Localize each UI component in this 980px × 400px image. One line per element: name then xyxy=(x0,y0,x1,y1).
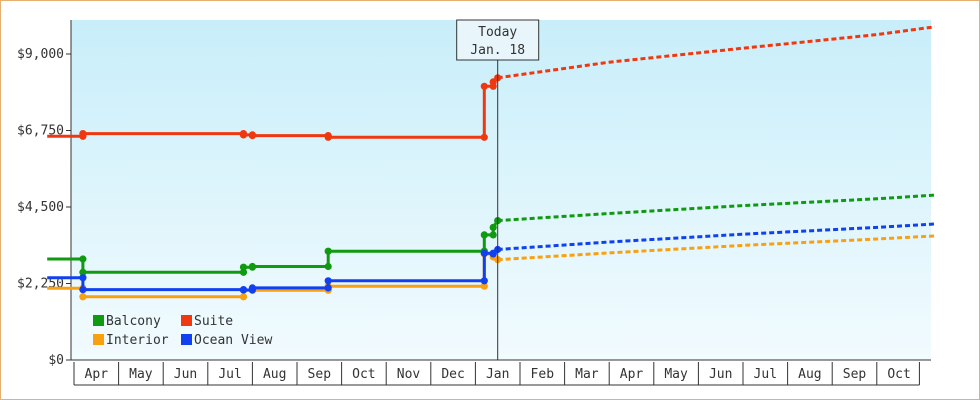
x-tick-label: Aug xyxy=(798,367,821,382)
series-ocean-view-point xyxy=(480,249,488,257)
series-ocean-view-point xyxy=(324,284,332,292)
legend-swatch-interior xyxy=(93,334,104,345)
series-ocean-view-point xyxy=(480,277,488,285)
x-tick-label: Apr xyxy=(620,367,644,382)
series-suite-point xyxy=(239,131,248,139)
x-tick-label: Sep xyxy=(843,367,867,382)
x-tick-label: Oct xyxy=(352,367,375,382)
series-suite-point xyxy=(324,133,332,141)
y-tick-label: $6,750 xyxy=(17,124,64,139)
series-suite-point xyxy=(480,82,488,90)
legend-label-balcony: Balcony xyxy=(106,314,161,329)
series-ocean-view-point xyxy=(79,274,87,282)
x-tick-label: Jun xyxy=(709,367,732,382)
legend-label-interior: Interior xyxy=(106,333,169,348)
x-tick-label: Jan xyxy=(486,367,509,382)
series-ocean-view-point xyxy=(239,286,248,294)
x-tick-label: Jul xyxy=(754,367,777,382)
series-ocean-view-forecast-line xyxy=(497,222,935,251)
series-suite xyxy=(47,25,935,141)
x-tick-label: May xyxy=(129,367,153,382)
y-tick-label: $0 xyxy=(48,353,64,368)
legend: Balcony Suite Interior Ocean View xyxy=(93,314,272,348)
series-balcony-forecast-line xyxy=(497,193,935,223)
x-tick-label: Nov xyxy=(397,367,421,382)
x-tick-label: Oct xyxy=(887,367,910,382)
x-tick-label: Mar xyxy=(575,367,599,382)
series-balcony-point xyxy=(79,268,87,276)
x-tick-label: Feb xyxy=(531,367,555,382)
series-balcony-point xyxy=(489,231,497,239)
x-tick-label: May xyxy=(664,367,688,382)
series-ocean-view-point xyxy=(324,277,332,285)
series-balcony-point xyxy=(324,247,332,255)
y-tick-label: $9,000 xyxy=(17,47,64,62)
x-tick-label: Sep xyxy=(308,367,332,382)
legend-swatch-balcony xyxy=(93,315,104,326)
series-interior-forecast-line xyxy=(497,234,935,262)
series-balcony-point xyxy=(324,262,332,271)
series-suite-point xyxy=(79,130,87,138)
x-tick-label: Dec xyxy=(441,367,464,382)
series-suite-point xyxy=(480,133,488,141)
series-layer xyxy=(47,25,935,301)
series-balcony-point xyxy=(489,223,497,231)
legend-label-ocean-view: Ocean View xyxy=(194,333,272,348)
series-balcony-point xyxy=(239,268,248,276)
today-date: Jan. 18 xyxy=(470,43,525,58)
series-balcony-point xyxy=(79,255,87,263)
series-ocean-view-point xyxy=(248,284,256,292)
x-axis: Apr May Jun Jul Aug Sep Oct Nov Dec Jan Feb Mar Apr M… xyxy=(71,359,931,386)
x-tick-label: Jun xyxy=(174,367,197,382)
legend-label-suite: Suite xyxy=(194,314,233,329)
series-suite-forecast-line xyxy=(497,25,935,80)
series-suite-point xyxy=(248,132,256,140)
today-label: Today xyxy=(478,25,517,40)
today-marker: Today Jan. 18 xyxy=(456,19,540,360)
y-tick-label: $4,500 xyxy=(17,200,64,215)
series-interior-point xyxy=(239,293,248,301)
series-balcony-point xyxy=(248,262,256,271)
series-interior-point xyxy=(480,282,488,290)
y-axis: $0$2,250$4,500$6,750$9,000 xyxy=(17,20,72,368)
series-balcony-point xyxy=(480,231,488,239)
legend-swatch-suite xyxy=(181,315,192,326)
series-interior-point xyxy=(79,293,87,301)
plot-area xyxy=(71,20,931,360)
series-ocean-view-point xyxy=(489,250,497,258)
x-tick-label: Apr xyxy=(85,367,109,382)
series-balcony-point xyxy=(239,263,248,271)
x-tick-label: Jul xyxy=(218,367,241,382)
today-box xyxy=(456,19,540,61)
series-balcony xyxy=(47,193,935,276)
series-ocean-view-point xyxy=(79,286,87,294)
x-tick-label: Aug xyxy=(263,367,286,382)
legend-swatch-ocean-view xyxy=(181,334,192,345)
